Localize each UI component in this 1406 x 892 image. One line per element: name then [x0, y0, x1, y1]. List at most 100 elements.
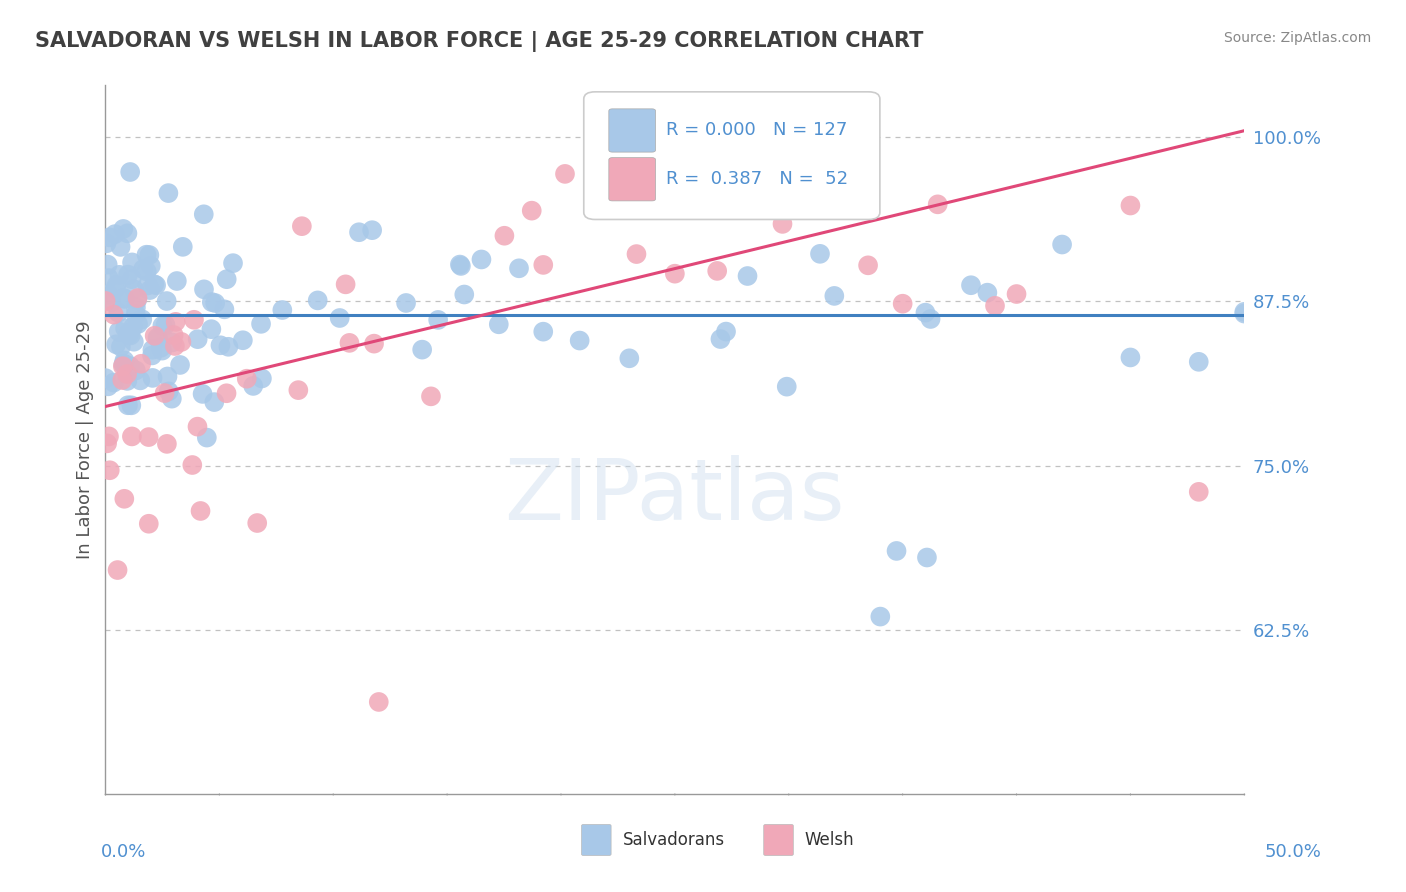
Point [1005, 287, 1028, 301]
Point [200, 322, 222, 336]
Point [156, 369, 179, 384]
Point [1233, 307, 1256, 321]
Point [488, 318, 510, 332]
Point [125, 363, 148, 377]
Point [714, 325, 737, 339]
Point [107, 563, 129, 577]
Point [122, 282, 145, 296]
Point [153, 386, 176, 401]
Point [139, 259, 162, 273]
Point [105, 278, 128, 293]
Point [709, 332, 731, 346]
Point [891, 296, 914, 310]
Point [1119, 351, 1142, 365]
Point [236, 372, 259, 386]
Point [307, 293, 329, 308]
Point [114, 292, 136, 306]
Point [138, 248, 160, 262]
Point [808, 247, 831, 261]
Point [250, 371, 273, 385]
Point [157, 384, 180, 399]
Point [215, 272, 238, 286]
Point [169, 358, 191, 372]
Point [112, 222, 135, 236]
Point [96, 436, 118, 450]
Point [1233, 305, 1256, 319]
Point [120, 359, 142, 373]
Point [886, 544, 908, 558]
Point [105, 337, 128, 351]
Point [163, 339, 186, 353]
Point [107, 325, 129, 339]
Text: Welsh: Welsh [804, 831, 855, 849]
Point [778, 133, 800, 147]
Point [125, 301, 148, 315]
Point [127, 317, 149, 331]
Point [201, 295, 224, 310]
Point [135, 248, 157, 262]
Point [100, 295, 122, 310]
Point [367, 695, 389, 709]
Point [165, 315, 187, 329]
Point [420, 389, 443, 403]
Point [361, 223, 384, 237]
Point [214, 302, 236, 317]
Text: ZIPatlas: ZIPatlas [505, 455, 845, 538]
Point [132, 262, 155, 277]
Point [121, 272, 143, 286]
Point [117, 227, 139, 241]
Point [114, 321, 136, 335]
Point [531, 258, 554, 272]
Point [411, 343, 433, 357]
Point [139, 283, 162, 297]
Point [204, 296, 226, 310]
Point [181, 458, 204, 472]
Point [150, 318, 173, 333]
Point [112, 358, 135, 372]
Point [531, 325, 554, 339]
Point [984, 299, 1007, 313]
Point [149, 341, 172, 355]
Point [138, 516, 160, 531]
FancyBboxPatch shape [609, 158, 655, 201]
Point [190, 504, 212, 518]
Point [111, 359, 134, 374]
Point [232, 333, 254, 347]
Point [250, 317, 273, 331]
Point [145, 278, 167, 293]
Point [246, 516, 269, 530]
Point [125, 307, 148, 321]
Point [869, 609, 891, 624]
Point [554, 167, 576, 181]
Point [160, 335, 183, 350]
Point [776, 379, 799, 393]
Point [156, 293, 179, 308]
Point [450, 259, 472, 273]
Point [202, 395, 225, 409]
Point [242, 379, 264, 393]
Point [117, 327, 139, 342]
Point [127, 293, 149, 307]
Point [117, 374, 139, 388]
Point [271, 303, 294, 318]
Point [112, 357, 135, 371]
Point [115, 367, 138, 381]
Point [291, 219, 314, 234]
Point [97, 271, 120, 285]
Point [143, 277, 166, 292]
Point [111, 373, 134, 387]
Point [335, 277, 357, 292]
Point [453, 287, 475, 301]
Point [915, 550, 938, 565]
Point [191, 387, 214, 401]
Point [103, 376, 125, 390]
Point [209, 338, 232, 352]
Point [96, 236, 118, 251]
Point [920, 312, 942, 326]
Point [117, 398, 139, 412]
Point [508, 261, 530, 276]
Point [110, 240, 132, 254]
Point [136, 278, 159, 293]
Point [150, 343, 173, 358]
Point [329, 310, 352, 325]
